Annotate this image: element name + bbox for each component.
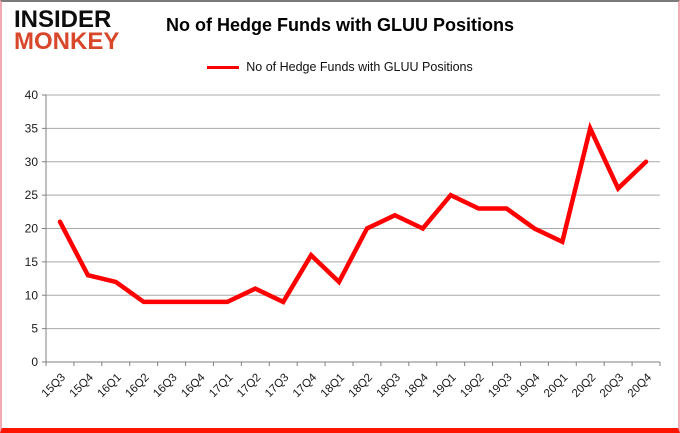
x-axis-label: 17Q4 bbox=[291, 371, 320, 400]
y-axis-label: 40 bbox=[25, 88, 39, 102]
y-axis-label: 35 bbox=[25, 121, 39, 135]
page-title: No of Hedge Funds with GLUU Positions bbox=[166, 15, 514, 35]
x-axis-label: 16Q3 bbox=[151, 372, 179, 400]
legend-label: No of Hedge Funds with GLUU Positions bbox=[246, 60, 473, 74]
chart-canvas: 0 5 10 15 20 25 30 35 40 15Q3 15Q4 16Q1 16Q2 16Q3 16Q4… bbox=[25, 88, 661, 400]
y-axis-label: 10 bbox=[25, 288, 39, 302]
x-axis-label: 20Q3 bbox=[598, 372, 626, 400]
y-axis-label: 25 bbox=[25, 188, 39, 202]
y-axis-label: 20 bbox=[25, 222, 39, 236]
y-axis-label: 5 bbox=[31, 322, 38, 336]
x-axis-label: 19Q2 bbox=[458, 372, 486, 400]
x-axis-label: 20Q1 bbox=[542, 372, 570, 400]
x-axis-label: 16Q4 bbox=[179, 371, 208, 400]
y-axis-label: 0 bbox=[31, 355, 38, 369]
x-axis-label: 20Q4 bbox=[626, 371, 655, 400]
insider-monkey-logo: INSIDER MONKEY bbox=[14, 6, 120, 56]
y-axis-label: 15 bbox=[25, 255, 39, 269]
x-axis-label: 15Q4 bbox=[68, 371, 97, 400]
data-line-series bbox=[57, 121, 649, 305]
x-axis-label: 15Q3 bbox=[40, 372, 68, 400]
x-axis-label: 17Q3 bbox=[263, 372, 291, 400]
logo-line-insider: INSIDER bbox=[14, 6, 112, 33]
x-axis-label: 19Q3 bbox=[486, 372, 514, 400]
x-axis-label: 18Q2 bbox=[347, 372, 375, 400]
x-axis-label: 16Q1 bbox=[96, 372, 124, 400]
legend: No of Hedge Funds with GLUU Positions bbox=[2, 60, 678, 74]
y-axis-label: 30 bbox=[25, 155, 39, 169]
x-axis-label: 19Q1 bbox=[430, 372, 458, 400]
x-axis-label: 17Q1 bbox=[207, 372, 235, 400]
x-axis-label: 18Q4 bbox=[403, 371, 432, 400]
logo-line-monkey: MONKEY bbox=[14, 28, 120, 56]
x-axis-label: 17Q2 bbox=[235, 372, 263, 400]
x-axis-label: 19Q4 bbox=[514, 371, 543, 400]
x-axis-label: 20Q2 bbox=[570, 372, 598, 400]
x-axis-label: 18Q1 bbox=[319, 372, 347, 400]
x-axis-label: 18Q3 bbox=[375, 372, 403, 400]
legend-line-swatch bbox=[207, 65, 240, 69]
x-axis-label: 16Q2 bbox=[123, 372, 151, 400]
